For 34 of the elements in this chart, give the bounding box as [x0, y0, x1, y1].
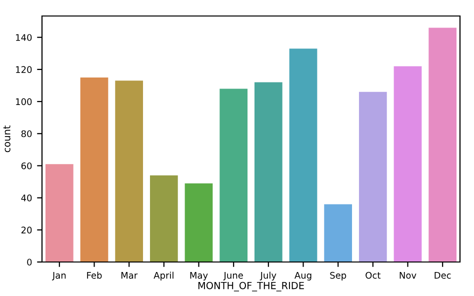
- bar: [254, 82, 282, 262]
- x-tick-label: June: [223, 272, 243, 280]
- y-tick-label: 60: [21, 162, 32, 170]
- x-tick-label: Dec: [434, 272, 451, 279]
- x-tick-label: April: [154, 272, 174, 280]
- x-tick-label: Sep: [330, 272, 346, 280]
- x-tick-label: Jan: [52, 272, 66, 280]
- x-tick-label: Oct: [366, 272, 381, 279]
- x-tick-label: July: [260, 272, 276, 280]
- x-tick-label: May: [190, 272, 208, 280]
- y-tick-label: 20: [21, 226, 32, 234]
- bar: [115, 80, 144, 262]
- y-tick-label: 140: [16, 34, 32, 41]
- x-tick-label: Nov: [400, 272, 416, 279]
- bar: [358, 92, 387, 262]
- y-tick-label: 120: [16, 66, 32, 73]
- y-tick-label: 80: [21, 130, 32, 138]
- x-tick-label: Feb: [87, 272, 102, 279]
- y-tick-label: 0: [27, 258, 32, 266]
- y-axis-title: count: [3, 126, 10, 152]
- y-tick-label: 40: [21, 194, 32, 202]
- bar: [80, 77, 108, 262]
- bar: [324, 204, 352, 262]
- y-tick-label: 100: [16, 98, 32, 106]
- bar: [289, 48, 318, 262]
- x-tick-label: Aug: [294, 272, 312, 280]
- bar: [220, 88, 248, 262]
- bar: [184, 183, 213, 262]
- bar: [150, 175, 178, 262]
- bar: [45, 164, 74, 262]
- x-tick-label: Mar: [121, 272, 138, 279]
- bar: [428, 28, 457, 262]
- bar: [394, 66, 422, 262]
- x-axis-title: MONTH_OF_THE_RIDE: [198, 282, 304, 292]
